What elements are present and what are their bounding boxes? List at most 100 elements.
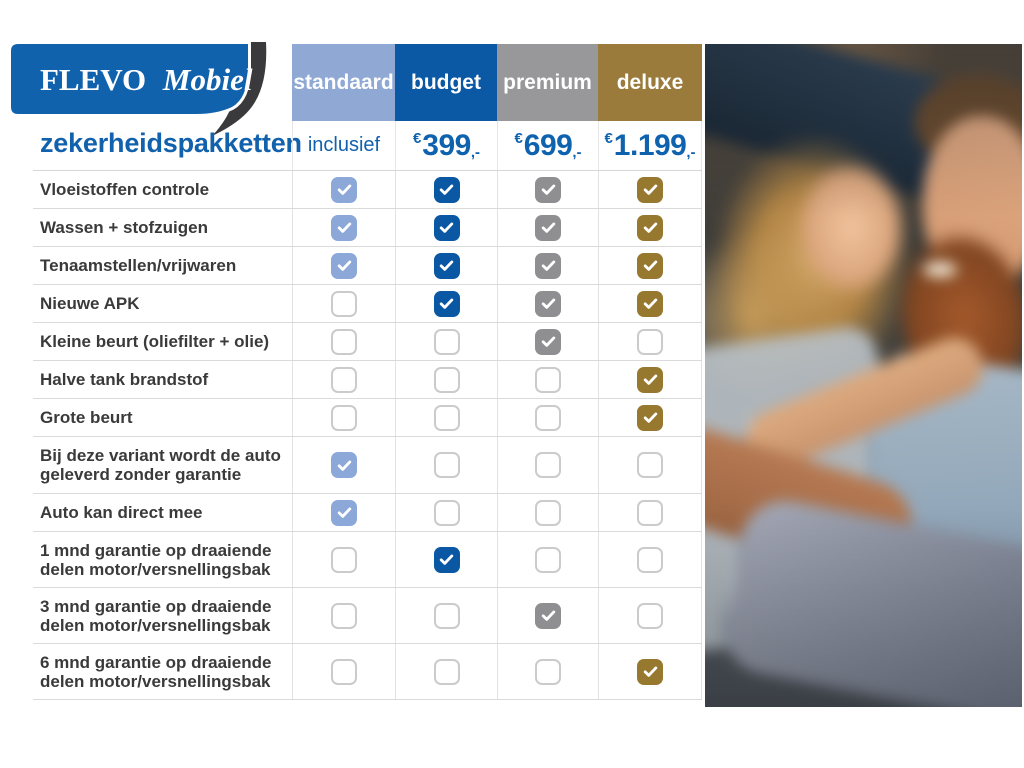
checkbox-unchecked-standaard[interactable] [331,404,357,431]
checkbox-unchecked-premium[interactable] [535,366,561,393]
check-icon [643,298,657,309]
checkbox-unchecked-standaard[interactable] [331,290,357,317]
check-icon [643,260,657,271]
checkbox-unchecked-deluxe[interactable] [637,499,663,526]
checkbox-checked-budget[interactable] [433,176,460,203]
checkbox-checked-premium[interactable] [535,214,561,241]
checkbox-unchecked-premium[interactable] [535,452,561,478]
feature-label: 3 mnd garantie op draaiende delen motor/… [40,596,272,635]
price-text: inclusief [307,134,381,156]
checkbox-checked-deluxe[interactable] [637,214,663,241]
check-cell-budget [395,209,497,246]
check-cell-standaard [292,171,395,208]
checkbox-unchecked-standaard[interactable] [331,328,357,355]
check-cell-deluxe [598,644,702,699]
checkbox-checked-deluxe[interactable] [637,658,663,685]
check-cell-budget [395,494,497,531]
checkbox-unchecked-deluxe[interactable] [637,602,663,629]
check-icon [337,184,351,195]
check-icon [439,554,454,565]
checkbox-checked-deluxe[interactable] [637,366,663,393]
checkbox-checked-standaard[interactable] [331,214,357,241]
checkbox-checked-budget[interactable] [433,214,460,241]
checkbox-checked-premium[interactable] [535,290,561,317]
price-row: inclusief €399 ,- €699 ,- €1.199 ,- [33,121,702,171]
check-cell-premium [497,361,598,398]
comparison-table: inclusief €399 ,- €699 ,- €1.199 ,- Vloeistoffe… [33,121,702,700]
checkbox-unchecked-premium[interactable] [535,546,561,573]
checkbox-unchecked-standaard[interactable] [331,366,357,393]
checkbox-checked-deluxe[interactable] [637,404,663,431]
checkbox-unchecked-premium[interactable] [535,499,561,526]
check-cell-deluxe [598,209,702,246]
feature-row: Kleine beurt (oliefilter + olie) [33,323,702,361]
check-cell-premium [497,171,598,208]
checkbox-unchecked-premium[interactable] [535,658,561,685]
checkbox-unchecked-deluxe[interactable] [637,452,663,478]
checkbox-unchecked-budget[interactable] [433,602,460,629]
check-cell-budget [395,285,497,322]
check-cell-deluxe [598,285,702,322]
feature-row: 1 mnd garantie op draaiende delen motor/… [33,532,702,588]
feature-row: Vloeistoffen controle [33,171,702,209]
check-icon [439,298,454,309]
checkbox-unchecked-standaard[interactable] [331,602,357,629]
checkbox-checked-budget[interactable] [433,252,460,279]
checkbox-checked-premium[interactable] [535,252,561,279]
checkbox-checked-premium[interactable] [535,328,561,355]
checkbox-checked-budget[interactable] [433,290,460,317]
price-amount: 699 [523,128,573,162]
check-cell-deluxe [598,399,702,436]
check-cell-deluxe [598,361,702,398]
check-cell-standaard [292,247,395,284]
feature-row: 6 mnd garantie op draaiende delen motor/… [33,644,702,700]
checkbox-unchecked-premium[interactable] [535,404,561,431]
check-cell-deluxe [598,494,702,531]
checkbox-checked-standaard[interactable] [331,176,357,203]
checkbox-checked-standaard[interactable] [331,452,357,478]
package-headers: standaard budget premium deluxe [292,44,702,121]
checkbox-unchecked-budget[interactable] [433,328,460,355]
feature-label-cell: Vloeistoffen controle [33,171,292,208]
package-header-premium: premium [497,44,598,121]
checkbox-unchecked-standaard[interactable] [331,658,357,685]
check-icon [643,412,657,423]
checkbox-checked-standaard[interactable] [331,252,357,279]
checkbox-unchecked-standaard[interactable] [331,546,357,573]
checkbox-checked-deluxe[interactable] [637,252,663,279]
price-suffix: ,- [686,144,696,161]
check-cell-budget [395,644,497,699]
package-header-budget: budget [395,44,497,121]
feature-label: Vloeistoffen controle [40,180,210,199]
feature-label-cell: Kleine beurt (oliefilter + olie) [33,323,292,360]
price-suffix: ,- [572,144,582,161]
checkbox-checked-premium[interactable] [535,176,561,203]
feature-row: Grote beurt [33,399,702,437]
checkbox-unchecked-budget[interactable] [433,452,460,478]
checkbox-checked-deluxe[interactable] [637,176,663,203]
feature-label-cell: 6 mnd garantie op draaiende delen motor/… [33,644,292,699]
package-header-label: standaard [293,70,394,94]
checkbox-checked-budget[interactable] [433,546,460,573]
checkbox-checked-premium[interactable] [535,602,561,629]
check-cell-standaard [292,532,395,587]
check-icon [541,222,555,233]
checkbox-unchecked-budget[interactable] [433,499,460,526]
feature-row: Tenaamstellen/vrijwaren [33,247,702,285]
feature-label-cell: Nieuwe APK [33,285,292,322]
checkbox-unchecked-budget[interactable] [433,404,460,431]
checkbox-checked-deluxe[interactable] [637,290,663,317]
checkbox-unchecked-deluxe[interactable] [637,546,663,573]
check-cell-budget [395,361,497,398]
checkbox-checked-standaard[interactable] [331,499,357,526]
checkbox-unchecked-budget[interactable] [433,658,460,685]
flevo-mobiel-logo: FLEVO Mobiel [8,42,267,136]
check-cell-standaard [292,209,395,246]
check-icon [337,507,351,518]
checkbox-unchecked-budget[interactable] [433,366,460,393]
check-icon [337,222,351,233]
check-cell-standaard [292,361,395,398]
check-cell-premium [497,532,598,587]
check-icon [643,666,657,677]
checkbox-unchecked-deluxe[interactable] [637,328,663,355]
